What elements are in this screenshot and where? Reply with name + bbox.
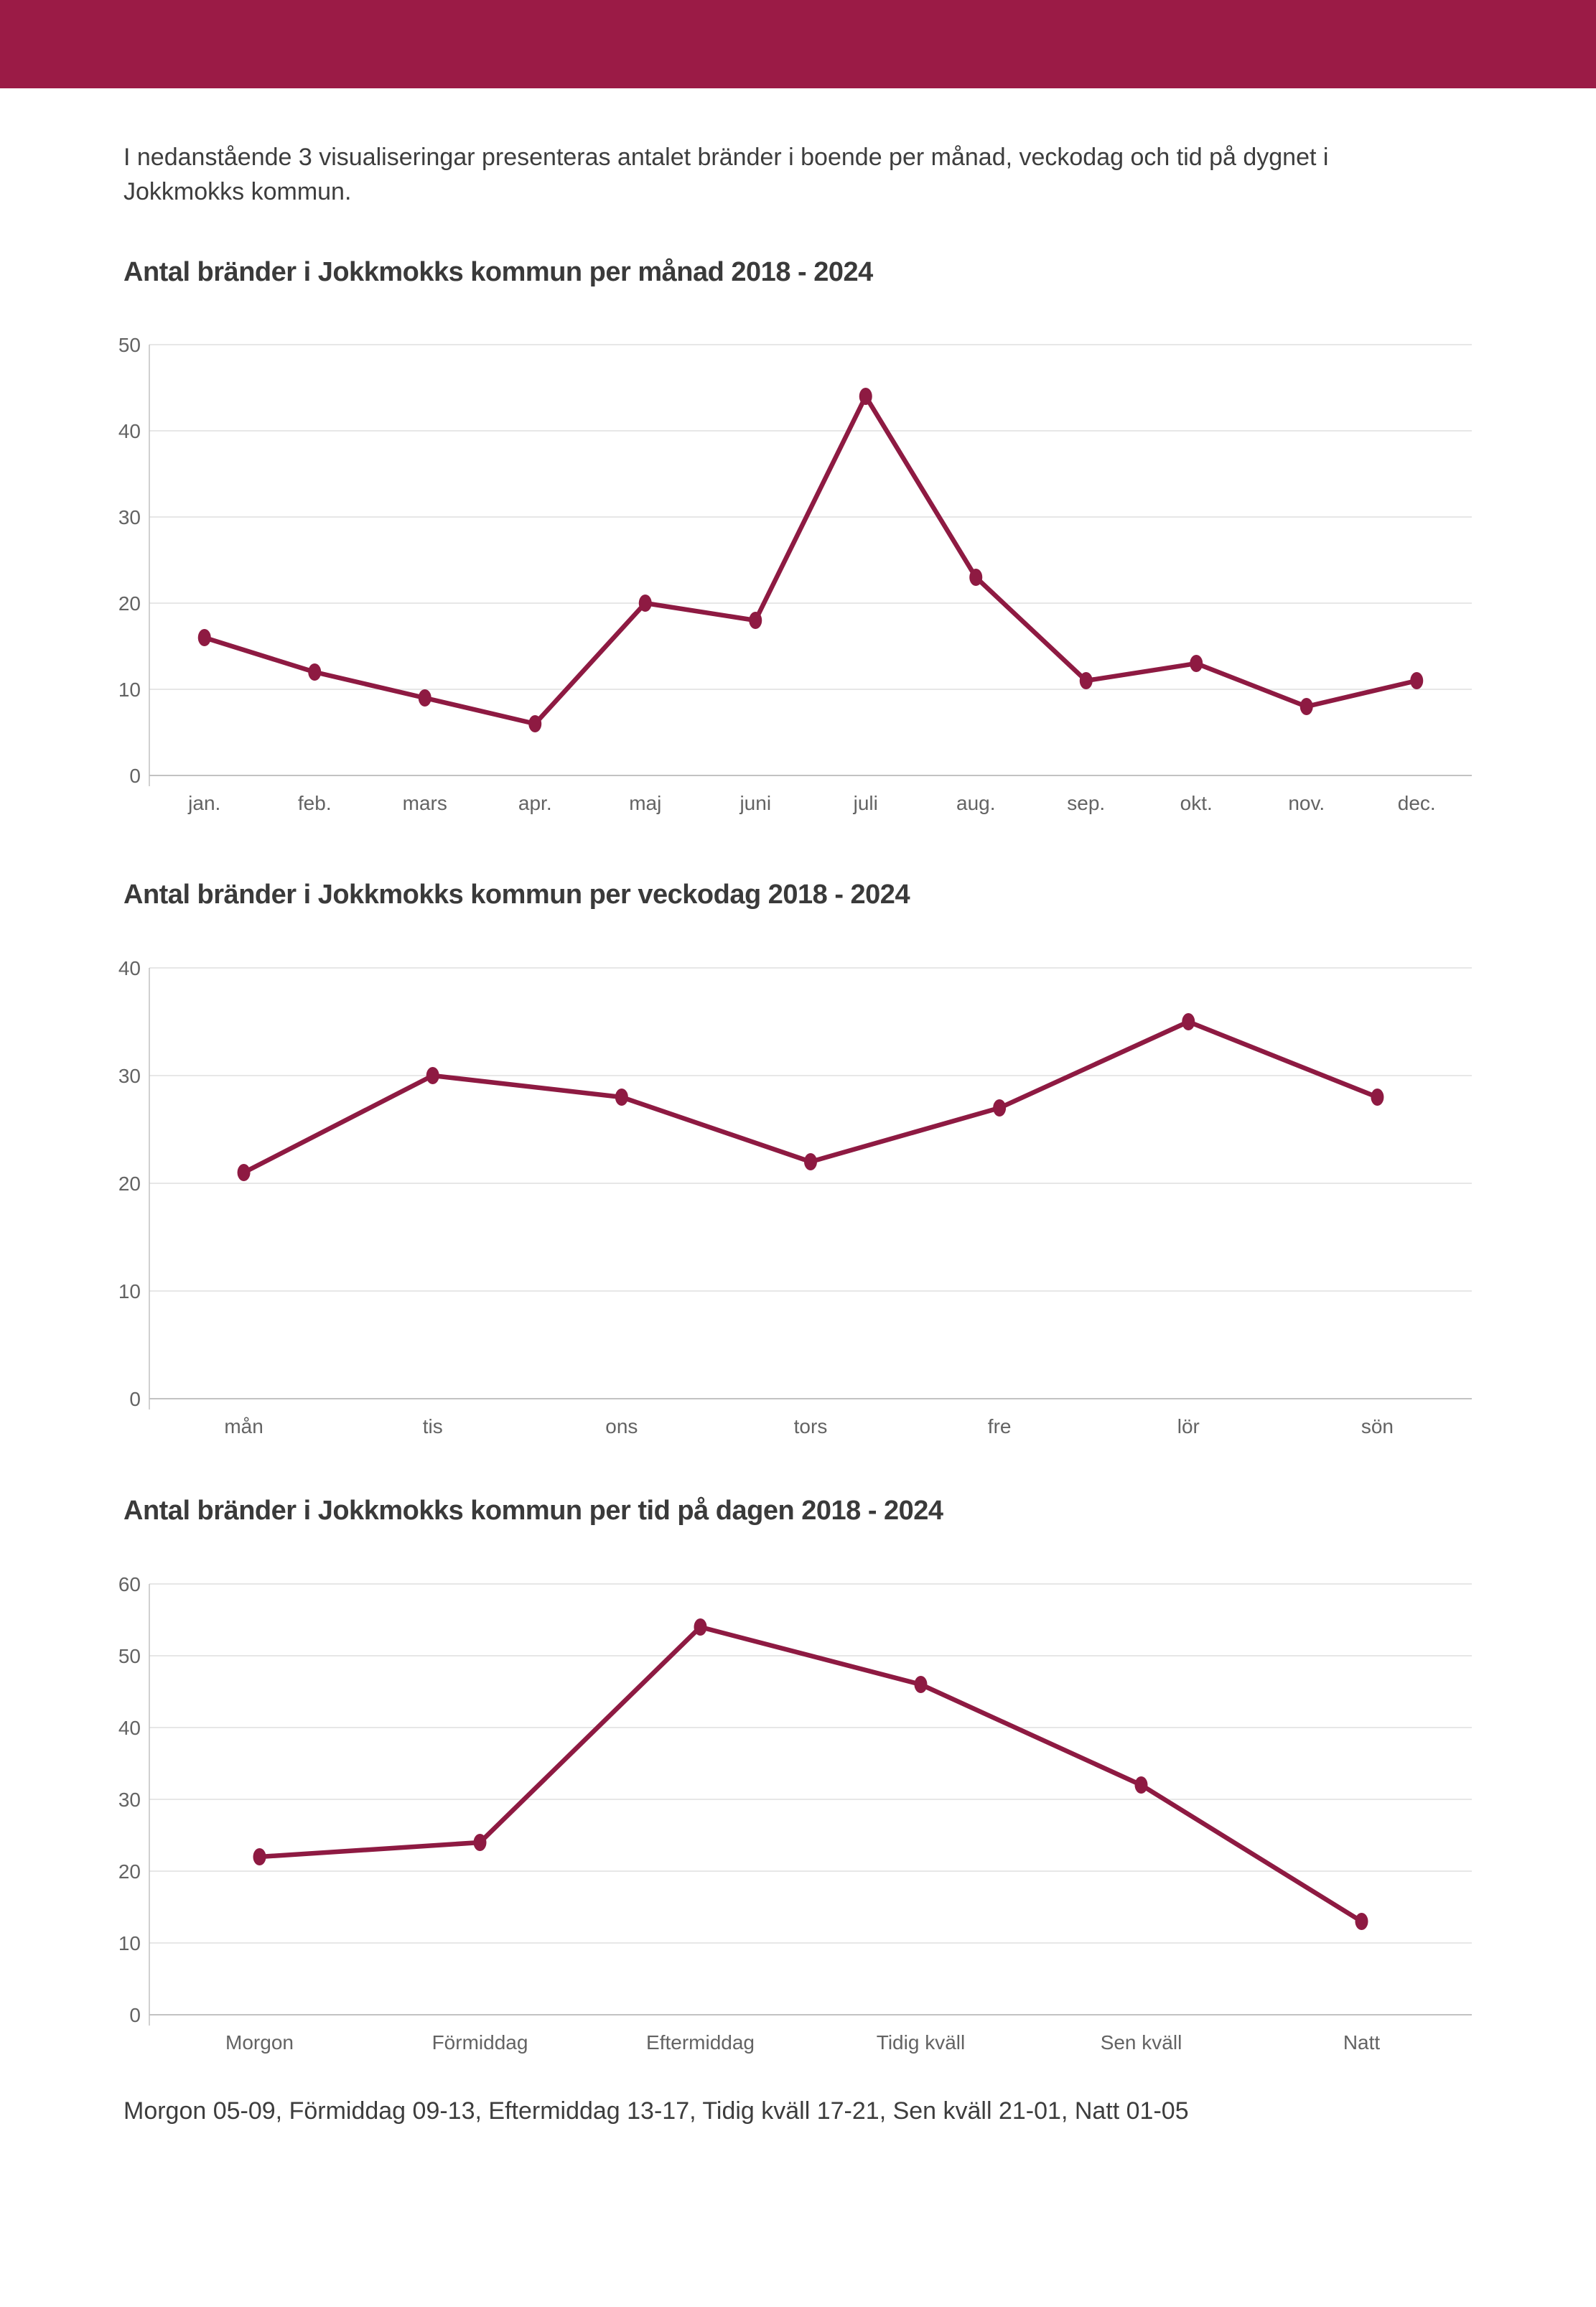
svg-text:Förmiddag: Förmiddag: [432, 2031, 528, 2054]
svg-text:10: 10: [118, 1280, 141, 1302]
svg-text:20: 20: [118, 592, 141, 615]
intro-text: I nedanstående 3 visualiseringar present…: [123, 144, 1329, 206]
svg-text:feb.: feb.: [298, 792, 332, 814]
svg-text:0: 0: [129, 2004, 141, 2026]
svg-text:tis: tis: [423, 1415, 443, 1437]
svg-text:50: 50: [118, 334, 141, 356]
chart-section-time-of-day: Antal bränder i Jokkmokks kommun per tid…: [118, 1495, 1481, 2077]
chart-title-weekday: Antal bränder i Jokkmokks kommun per vec…: [123, 880, 910, 910]
svg-text:sep.: sep.: [1067, 792, 1105, 814]
svg-text:tors: tors: [794, 1415, 828, 1437]
svg-text:juni: juni: [739, 792, 771, 814]
svg-text:10: 10: [118, 679, 141, 701]
svg-text:50: 50: [118, 1645, 141, 1667]
svg-text:mars: mars: [403, 792, 447, 814]
chart-title-time-of-day: Antal bränder i Jokkmokks kommun per tid…: [123, 1495, 943, 1526]
svg-text:maj: maj: [629, 792, 661, 814]
svg-text:40: 40: [118, 957, 141, 979]
svg-text:30: 30: [118, 1065, 141, 1087]
svg-text:mån: mån: [224, 1415, 263, 1437]
svg-text:aug.: aug.: [956, 792, 996, 814]
svg-text:10: 10: [118, 1932, 141, 1954]
svg-text:sön: sön: [1361, 1415, 1394, 1437]
line-chart-time-of-day: 0 10 20 30 40 50 60 Morgon Förmiddag Eftermiddag T…: [118, 1573, 1472, 2054]
svg-text:Eftermiddag: Eftermiddag: [646, 2031, 755, 2054]
chart-title-monthly: Antal bränder i Jokkmokks kommun per mån…: [123, 256, 873, 287]
page-content: I nedanstående 3 visualiseringar present…: [0, 88, 1596, 2125]
svg-text:ons: ons: [605, 1415, 638, 1437]
line-chart-monthly: 0 10 20 30 40 50 jan. feb. mars apr. maj juni juli au…: [118, 334, 1472, 814]
svg-text:dec.: dec.: [1398, 792, 1436, 814]
svg-text:okt.: okt.: [1180, 792, 1213, 814]
svg-text:40: 40: [118, 420, 141, 442]
svg-text:lör: lör: [1177, 1415, 1200, 1437]
svg-text:60: 60: [118, 1573, 141, 1595]
svg-text:20: 20: [118, 1860, 141, 1883]
svg-text:juli: juli: [853, 792, 878, 814]
line-chart-weekday: 0 10 20 30 40 mån tis ons tors fre lör sön: [118, 957, 1472, 1437]
time-legend-text: Morgon 05-09, Förmiddag 09-13, Eftermidd…: [123, 2097, 1189, 2125]
svg-text:Natt: Natt: [1343, 2031, 1381, 2054]
svg-text:nov.: nov.: [1288, 792, 1325, 814]
svg-text:0: 0: [129, 765, 141, 787]
svg-text:20: 20: [118, 1173, 141, 1195]
chart-section-weekday: Antal bränder i Jokkmokks kommun per vec…: [118, 880, 1481, 1461]
svg-text:Sen kväll: Sen kväll: [1101, 2031, 1182, 2054]
svg-text:jan.: jan.: [187, 792, 220, 814]
svg-text:Morgon: Morgon: [225, 2031, 294, 2054]
header-bar: [0, 0, 1596, 88]
chart-section-monthly: Antal bränder i Jokkmokks kommun per mån…: [118, 256, 1481, 839]
svg-text:30: 30: [118, 506, 141, 528]
svg-text:0: 0: [129, 1388, 141, 1410]
svg-text:Tidig kväll: Tidig kväll: [877, 2031, 965, 2054]
svg-text:30: 30: [118, 1789, 141, 1811]
svg-text:fre: fre: [988, 1415, 1012, 1437]
svg-text:40: 40: [118, 1717, 141, 1739]
svg-text:apr.: apr.: [518, 792, 552, 814]
